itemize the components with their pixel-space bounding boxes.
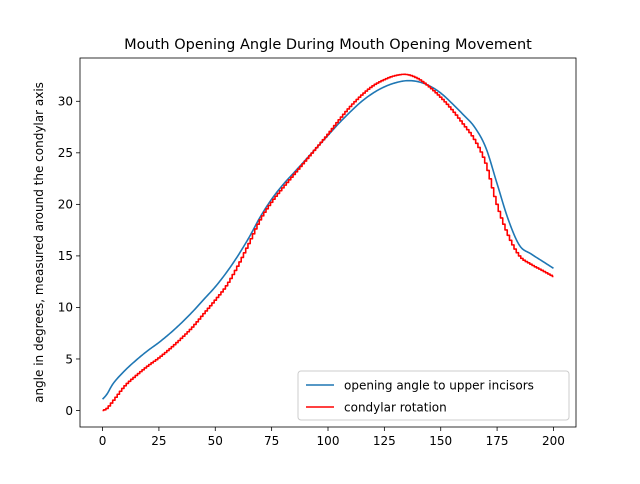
y-tick-label: 10 xyxy=(58,301,73,315)
x-tick-label: 0 xyxy=(99,434,107,448)
y-tick-label: 30 xyxy=(58,95,73,109)
x-tick-label: 25 xyxy=(151,434,166,448)
legend-label-condylar-rotation: condylar rotation xyxy=(344,401,447,415)
series-line-0 xyxy=(101,79,554,400)
legend-box xyxy=(297,370,570,421)
y-tick-label: 25 xyxy=(58,146,73,160)
axes-frame xyxy=(79,57,577,428)
y-tick-label: 15 xyxy=(58,249,73,263)
y-tick-label: 20 xyxy=(58,198,73,212)
x-tick-label: 125 xyxy=(373,434,396,448)
y-tick-label: 5 xyxy=(65,352,73,366)
y-tick-label: 0 xyxy=(65,404,73,418)
plot-area xyxy=(101,73,554,412)
legend: opening angle to upper incisors condylar… xyxy=(297,370,570,421)
x-tick-label: 175 xyxy=(486,434,509,448)
x-tick-label: 100 xyxy=(317,434,340,448)
y-axis-label: angle in degrees, measured around the co… xyxy=(32,82,46,403)
x-tick-label: 75 xyxy=(264,434,279,448)
x-tick-label: 200 xyxy=(542,434,565,448)
x-tick-label: 50 xyxy=(208,434,223,448)
series-line-1 xyxy=(102,73,554,412)
legend-label-opening-angle: opening angle to upper incisors xyxy=(344,379,534,393)
chart-title: Mouth Opening Angle During Mouth Opening… xyxy=(124,37,532,53)
x-tick-label: 150 xyxy=(429,434,452,448)
axis-ticks: 0 25 50 75 100 125 150 175 200 0 5 10 15 20 25 30 xyxy=(58,95,565,448)
